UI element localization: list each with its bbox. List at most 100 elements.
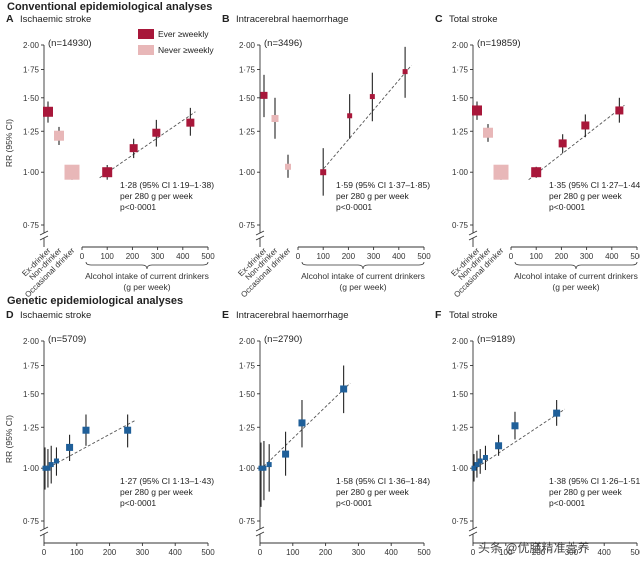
axis-break [39,230,49,236]
y-tick-label: 0·75 [239,221,256,230]
y-tick-label: 1·25 [23,127,40,136]
y-tick-label: 2·00 [452,41,469,50]
legend-label-never: Never ≥weekly [158,45,214,55]
trend-line [259,382,351,471]
panel-n: (n=19859) [477,38,521,49]
panel-n: (n=9189) [477,334,515,345]
x-tick-label: 100 [530,252,544,261]
data-point [402,69,408,75]
panel-label: B [222,13,230,25]
x-tick-label: 400 [169,548,183,557]
data-point [369,94,375,100]
panel-title: Total stroke [449,310,498,321]
x-axis-label: Alcohol intake of current drinkers [85,271,209,281]
y-tick-label: 1·75 [23,66,40,75]
panel-title: Total stroke [449,14,498,25]
stats-annotation: 1·59 (95% CI 1·37–1·85) [336,180,430,190]
y-tick-label: 1·50 [239,94,256,103]
panels: A Ischaemic stroke (n=14930) 0·75 1·00 1·25 1·… [4,13,640,561]
data-point [53,458,59,464]
axis-break [468,230,478,236]
data-point [282,450,290,458]
axis-break [255,531,265,537]
x-tick-label: 200 [126,252,140,261]
data-point [102,167,113,178]
y-tick-label: 1·75 [23,362,40,371]
category-marker [472,105,482,116]
x-tick-label: 300 [352,548,366,557]
y-tick-label: 2·00 [23,41,40,50]
data-point [66,443,74,451]
data-point [558,139,567,148]
stats-annotation: p<0·0001 [336,202,372,212]
x-tick-label: 100 [286,548,300,557]
panel-n: (n=14930) [48,38,92,49]
watermark: 头条 @优膳精准营养 [478,540,590,555]
stats-annotation: per 280 g per week [549,191,623,201]
y-tick-label: 1·00 [239,168,256,177]
x-axis-label: (g per week) [123,282,170,292]
axis-break [468,235,478,241]
x-tick-label: 300 [367,252,381,261]
x-tick-label: 0 [471,548,476,557]
x-tick-label: 500 [630,252,640,261]
stats-annotation: p<0·0001 [120,498,156,508]
y-tick-label: 0·75 [452,221,469,230]
y-tick-label: 1·25 [23,423,40,432]
data-point [48,462,54,468]
trend-line [472,408,566,471]
data-point [45,465,51,471]
data-point [320,169,327,176]
panel-title: Ischaemic stroke [20,310,91,321]
panel-d: D Ischaemic stroke (n=5709) 0·75 1·00 1·25 1·5… [4,309,215,561]
axis-break [255,235,265,241]
x-tick-label: 100 [70,548,84,557]
y-tick-label: 2·00 [452,337,469,346]
x-tick-label: 500 [201,252,215,261]
category-marker [54,130,64,141]
y-tick-label: 1·25 [239,423,256,432]
y-tick-label: 1·50 [23,390,40,399]
panel-label: F [435,309,442,321]
section-title-conventional: Conventional epidemiological analyses [7,1,212,13]
stats-annotation: per 280 g per week [336,487,410,497]
stats-annotation: 1·35 (95% CI 1·27–1·44) [549,180,640,190]
y-tick-label: 1·00 [239,464,256,473]
x-group-brace [85,261,209,270]
panel-label: C [435,13,443,25]
panel-b: B Intracerebral haemorrhage (n=3496) 0·75 1·… [222,13,431,299]
y-tick-label: 1·25 [452,127,469,136]
trend-line [99,111,196,179]
panel-a: A Ischaemic stroke (n=14930) 0·75 1·00 1·25 1·… [4,13,215,299]
data-point [553,409,561,417]
x-tick-label: 200 [532,548,546,557]
x-tick-label: 200 [555,252,569,261]
legend: Ever ≥weekly Never ≥weekly [138,29,214,55]
x-tick-label: 200 [342,252,356,261]
axis-break [39,531,49,537]
data-point [347,113,353,119]
x-tick-label: 400 [605,252,619,261]
panel-n: (n=5709) [48,334,86,345]
x-tick-label: 400 [176,252,190,261]
data-point [298,419,306,427]
x-tick-label: 400 [392,252,406,261]
data-point [186,118,195,127]
trend-line [528,104,625,181]
y-tick-label: 1·25 [239,127,256,136]
panel-c: C Total stroke (n=19859) 0·75 1·00 1·25 1·50 1·… [435,13,640,299]
axis-break [255,526,265,532]
data-point [82,426,90,434]
y-tick-label: 1·00 [23,168,40,177]
panel-title: Ischaemic stroke [20,14,91,25]
x-axis-label: Alcohol intake of current drinkers [514,271,638,281]
x-tick-label: 100 [101,252,115,261]
stats-annotation: per 280 g per week [120,487,194,497]
panel-f: F Total stroke (n=9189) 0·75 1·00 1·25 1·50 1·7… [435,309,640,561]
y-tick-label: 1·75 [452,66,469,75]
stats-annotation: p<0·0001 [120,202,156,212]
data-point [615,106,624,115]
y-tick-label: 2·00 [23,337,40,346]
x-axis-label: (g per week) [552,282,599,292]
